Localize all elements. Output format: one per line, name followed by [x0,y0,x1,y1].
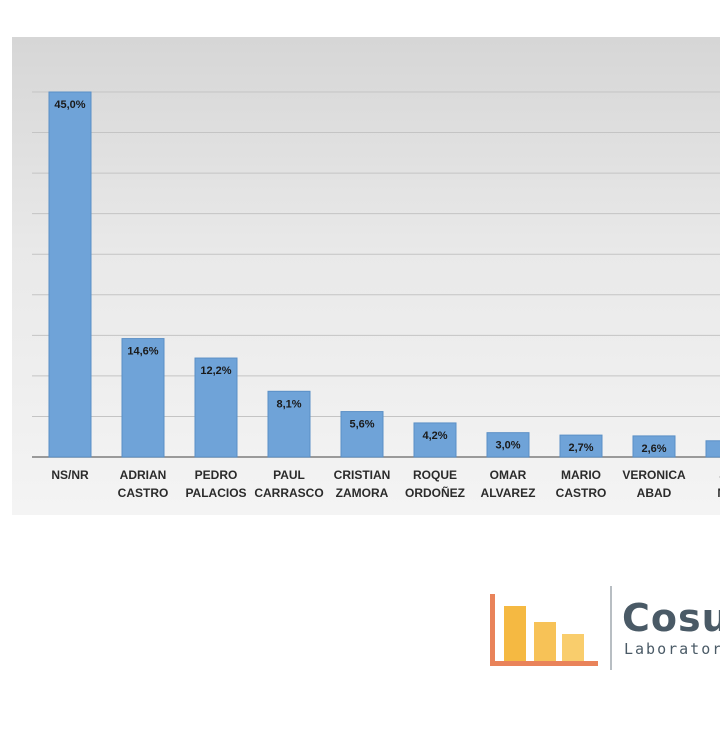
bar-chart: 45,0% NS/NR 14,6% ADRIAN CASTRO 12,2% PEDRO PAL… [32,91,720,500]
logo-bar [504,606,526,661]
category-label: CRISTIAN ZAMORA [334,468,391,500]
bar [194,357,238,458]
bar [48,91,92,458]
category-label: PEDRO PALACIOS [185,468,246,500]
bar [632,435,676,458]
category-label: ADRIAN CASTRO [118,468,169,500]
logo-axis-vertical [490,594,495,666]
data-label: 3,0% [495,440,520,452]
chart-panel: 45,0% NS/NR 14,6% ADRIAN CASTRO 12,2% PEDRO PAL… [12,37,720,515]
bar [413,422,457,458]
logo-bar [562,634,584,661]
data-label: 2,6% [641,443,666,455]
category-label: OMAR ALVAREZ [481,468,536,500]
bar [705,440,720,458]
logo-bars-icon [490,594,598,666]
data-label: 2,7% [568,442,593,454]
logo-divider [610,586,612,670]
brand-logo: Cosu Laborator [488,584,720,674]
data-label: 12,2% [200,365,231,377]
category-label: MARIO CASTRO [556,468,607,500]
brand-name: Cosu [622,596,720,640]
data-label: 5,6% [349,419,374,431]
brand-subtitle: Laborator [624,640,720,658]
data-label: 8,1% [276,398,301,410]
bar [267,390,311,458]
logo-axis-horizontal [490,661,598,666]
bar [121,338,165,458]
category-label: NS/NR [51,468,89,482]
bar [486,432,530,458]
data-label: 14,6% [127,346,158,358]
category-label: ROQUE ORDOÑEZ [405,468,465,500]
bar [559,434,603,458]
data-label: 4,2% [422,430,447,442]
data-label: 45,0% [54,99,85,111]
logo-bar [534,622,556,661]
bar [340,411,384,458]
category-label: PAUL CARRASCO [254,468,323,500]
category-label: VERONICA ABAD [622,468,686,500]
